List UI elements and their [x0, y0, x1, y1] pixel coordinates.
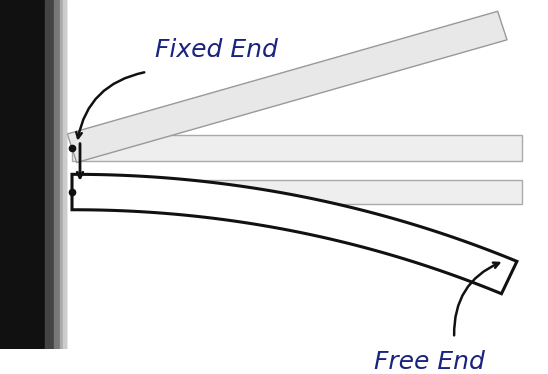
- Bar: [0, 0, 62, 349]
- Polygon shape: [72, 180, 522, 204]
- Bar: [63, 0, 66, 349]
- Bar: [45, 0, 63, 349]
- Bar: [54, 0, 64, 349]
- Polygon shape: [72, 174, 517, 294]
- Bar: [60, 0, 66, 349]
- Text: Fixed End: Fixed End: [155, 37, 278, 62]
- Polygon shape: [67, 11, 507, 162]
- Polygon shape: [72, 135, 522, 161]
- Text: Free End: Free End: [374, 350, 485, 374]
